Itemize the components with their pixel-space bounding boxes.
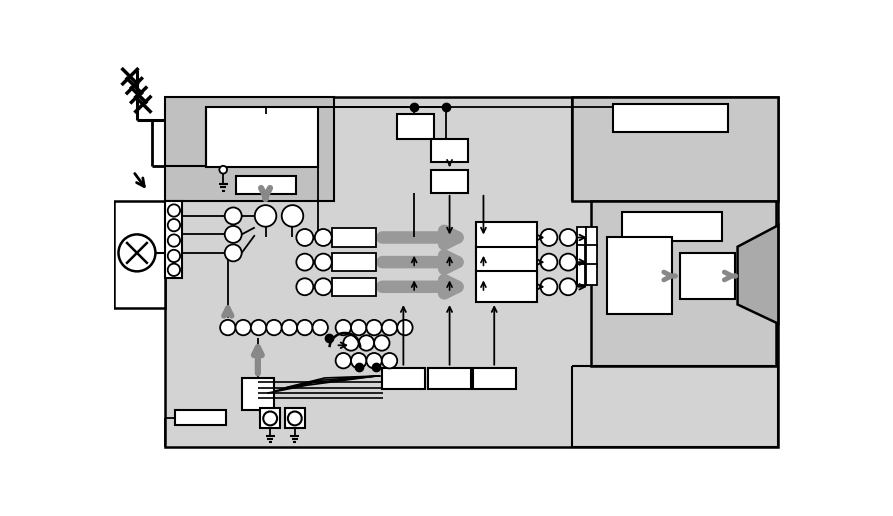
Bar: [332, 278, 377, 296]
Bar: [472, 367, 516, 389]
Bar: [332, 228, 377, 247]
Bar: [577, 264, 588, 285]
Circle shape: [281, 320, 297, 335]
Circle shape: [220, 320, 236, 335]
Bar: [164, 96, 779, 447]
Circle shape: [374, 335, 389, 351]
Circle shape: [351, 353, 366, 368]
Circle shape: [168, 250, 180, 262]
Circle shape: [336, 320, 351, 335]
Circle shape: [168, 219, 180, 231]
Circle shape: [220, 166, 227, 173]
Bar: [431, 139, 468, 162]
Circle shape: [366, 353, 382, 368]
Bar: [622, 212, 722, 241]
Circle shape: [382, 320, 397, 335]
Circle shape: [297, 320, 313, 335]
Circle shape: [343, 335, 359, 351]
Bar: [206, 107, 318, 167]
Bar: [285, 409, 305, 428]
Circle shape: [168, 204, 180, 217]
Circle shape: [168, 234, 180, 247]
Bar: [332, 253, 377, 271]
Circle shape: [255, 205, 276, 227]
Circle shape: [266, 320, 281, 335]
Circle shape: [540, 254, 557, 270]
Circle shape: [288, 411, 302, 425]
Bar: [606, 237, 672, 314]
Bar: [586, 264, 597, 285]
Bar: [114, 201, 164, 309]
Circle shape: [540, 278, 557, 295]
Circle shape: [351, 320, 366, 335]
Bar: [164, 201, 181, 278]
Circle shape: [336, 353, 351, 368]
Bar: [431, 170, 468, 193]
Bar: [382, 367, 425, 389]
Bar: [591, 201, 776, 366]
Circle shape: [315, 278, 332, 295]
Bar: [680, 253, 735, 299]
Polygon shape: [738, 225, 779, 324]
Bar: [476, 247, 538, 278]
Circle shape: [296, 254, 313, 270]
Bar: [164, 96, 334, 201]
Circle shape: [296, 278, 313, 295]
Bar: [577, 245, 588, 267]
Circle shape: [251, 320, 266, 335]
Circle shape: [313, 320, 328, 335]
Bar: [175, 410, 226, 425]
Circle shape: [225, 245, 242, 261]
Bar: [586, 245, 597, 267]
Circle shape: [397, 320, 413, 335]
Bar: [476, 222, 538, 253]
Bar: [428, 367, 472, 389]
Bar: [572, 96, 779, 201]
Circle shape: [263, 411, 277, 425]
Circle shape: [225, 226, 242, 243]
Bar: [577, 227, 588, 248]
Bar: [397, 114, 434, 139]
Bar: [476, 271, 538, 302]
Circle shape: [359, 335, 374, 351]
Circle shape: [560, 254, 577, 270]
Circle shape: [560, 229, 577, 246]
Circle shape: [382, 353, 397, 368]
Circle shape: [281, 205, 304, 227]
Bar: [586, 227, 597, 248]
Circle shape: [315, 229, 332, 246]
Circle shape: [540, 229, 557, 246]
Circle shape: [225, 207, 242, 224]
Bar: [242, 378, 274, 410]
Bar: [613, 104, 729, 132]
Circle shape: [560, 278, 577, 295]
Bar: [260, 409, 280, 428]
Circle shape: [119, 234, 155, 271]
Circle shape: [315, 254, 332, 270]
Circle shape: [296, 229, 313, 246]
Circle shape: [366, 320, 382, 335]
Bar: [236, 176, 296, 195]
Circle shape: [168, 264, 180, 276]
Circle shape: [236, 320, 251, 335]
